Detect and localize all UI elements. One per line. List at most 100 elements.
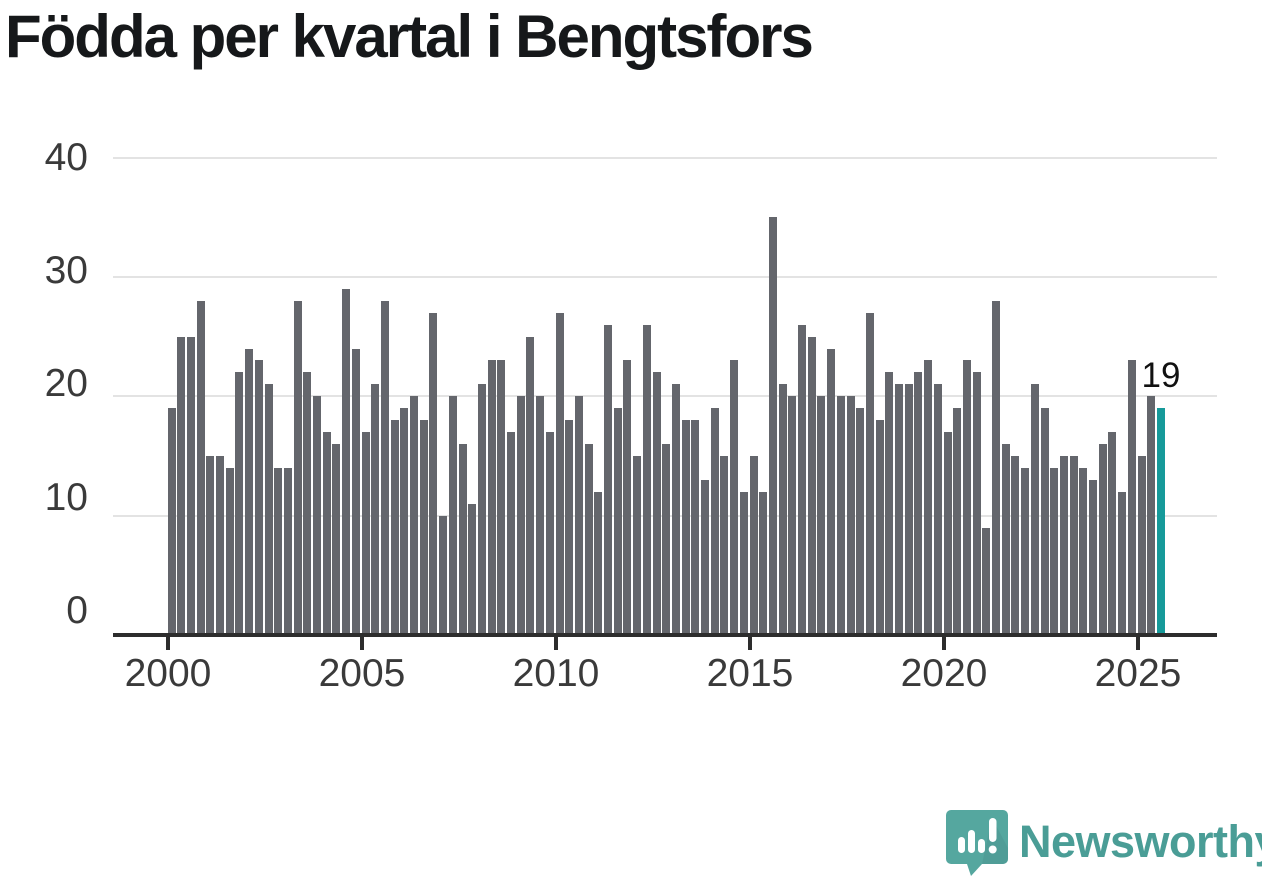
bar: [914, 372, 923, 635]
bar: [235, 372, 244, 635]
bar: [982, 527, 991, 635]
bar: [788, 396, 797, 635]
bar: [167, 408, 176, 635]
bar: [390, 420, 399, 635]
exclamation-stem: [989, 818, 997, 842]
bar: [342, 288, 351, 635]
bar: [303, 372, 312, 635]
bar: [225, 467, 234, 635]
bar: [410, 396, 419, 635]
bar: [1050, 467, 1059, 635]
bar: [419, 420, 428, 635]
bar: [681, 420, 690, 635]
bar: [1108, 432, 1117, 635]
bar: [1127, 360, 1136, 635]
bar: [458, 444, 467, 635]
mini-bar-3: [978, 839, 985, 853]
bar: [652, 372, 661, 635]
bar: [1137, 455, 1146, 635]
bar: [865, 312, 874, 635]
bar: [313, 396, 322, 635]
x-axis-tick: [942, 637, 946, 650]
bar: [429, 312, 438, 635]
x-axis-tick-label: 2020: [900, 652, 988, 695]
x-axis-tick-label: 2010: [512, 652, 600, 695]
bar: [371, 384, 380, 635]
bar: [1098, 444, 1107, 635]
bar: [671, 384, 680, 635]
bar: [264, 384, 273, 635]
bar: [216, 455, 225, 635]
bar: [846, 396, 855, 635]
bar: [992, 300, 1001, 635]
bar: [798, 324, 807, 635]
bar: [759, 491, 768, 635]
bar: [448, 396, 457, 635]
x-axis-tick-label: 2025: [1094, 652, 1182, 695]
bar: [778, 384, 787, 635]
bar: [1011, 455, 1020, 635]
bar: [177, 336, 186, 635]
bar: [516, 396, 525, 635]
bar: [380, 300, 389, 635]
bar: [691, 420, 700, 635]
bar: [836, 396, 845, 635]
bar: [332, 444, 341, 635]
bar: [351, 348, 360, 635]
bar: [565, 420, 574, 635]
bar: [254, 360, 263, 635]
bar: [875, 420, 884, 635]
bar: [584, 444, 593, 635]
bar-chart-plot-area: 0 10 20 30 40 2000 2005 2010 2015 2020 2025 19: [44, 135, 1217, 695]
bar: [856, 408, 865, 635]
bar: [507, 432, 516, 635]
bar: [720, 455, 729, 635]
bar: [545, 432, 554, 635]
bar: [827, 348, 836, 635]
bar: [497, 360, 506, 635]
last-value-label: 19: [1141, 356, 1181, 395]
bar: [245, 348, 254, 635]
bar: [274, 467, 283, 635]
x-axis-tick: [166, 637, 170, 650]
bar: [1001, 444, 1010, 635]
bar: [186, 336, 195, 635]
bar: [1118, 491, 1127, 635]
bar: [526, 336, 535, 635]
bar: [613, 408, 622, 635]
bar: [400, 408, 409, 635]
gridline: [113, 156, 1217, 159]
gridline: [113, 395, 1217, 398]
bar: [895, 384, 904, 635]
x-axis-tick-label: 2000: [124, 652, 212, 695]
bar: [283, 467, 292, 635]
x-axis-tick-label: 2005: [318, 652, 406, 695]
bar: [904, 384, 913, 635]
mini-bar-1: [958, 837, 965, 853]
x-axis-tick: [1136, 637, 1140, 650]
newsworthy-speech-bubble-bar-chart-icon: [946, 810, 1008, 876]
y-axis-tick-label: 30: [44, 248, 88, 292]
y-axis-tick-label: 10: [44, 475, 88, 519]
bar: [604, 324, 613, 635]
x-axis-tick: [360, 637, 364, 650]
y-axis-tick-label: 0: [66, 589, 88, 633]
x-axis-tick-label: 2015: [706, 652, 794, 695]
bar: [807, 336, 816, 635]
bar: [739, 491, 748, 635]
newsworthy-logo: Newsworthy: [946, 808, 1262, 876]
bar: [943, 432, 952, 635]
bar: [817, 396, 826, 635]
bar: [1079, 467, 1088, 635]
bar: [662, 444, 671, 635]
bar: [293, 300, 302, 635]
bar: [933, 384, 942, 635]
bar: [487, 360, 496, 635]
bar: [206, 455, 215, 635]
bar: [1089, 479, 1098, 635]
bar: [594, 491, 603, 635]
bar: [633, 455, 642, 635]
x-axis-tick: [748, 637, 752, 650]
y-axis-tick-label: 40: [44, 135, 88, 179]
